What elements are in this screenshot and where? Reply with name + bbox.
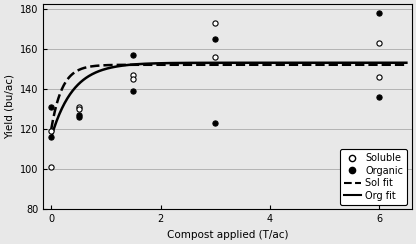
Point: [75, 113, 82, 117]
Point: [212, 37, 218, 41]
Point: [130, 89, 136, 93]
Point: [212, 20, 218, 24]
Point: [130, 77, 136, 81]
Point: [130, 73, 136, 77]
Point: [48, 105, 54, 109]
Point: [212, 121, 218, 125]
Point: [212, 55, 218, 59]
Point: [376, 75, 382, 79]
X-axis label: Compost applied (T/ac): Compost applied (T/ac): [167, 230, 288, 240]
Point: [75, 115, 82, 119]
Y-axis label: Yield (bu/ac): Yield (bu/ac): [4, 74, 14, 140]
Point: [376, 95, 382, 99]
Point: [75, 107, 82, 111]
Legend: Soluble, Organic, Sol fit, Org fit: Soluble, Organic, Sol fit, Org fit: [340, 150, 407, 204]
Point: [376, 10, 382, 14]
Point: [130, 53, 136, 57]
Point: [75, 105, 82, 109]
Point: [376, 41, 382, 45]
Point: [48, 165, 54, 169]
Point: [48, 135, 54, 139]
Point: [48, 129, 54, 133]
